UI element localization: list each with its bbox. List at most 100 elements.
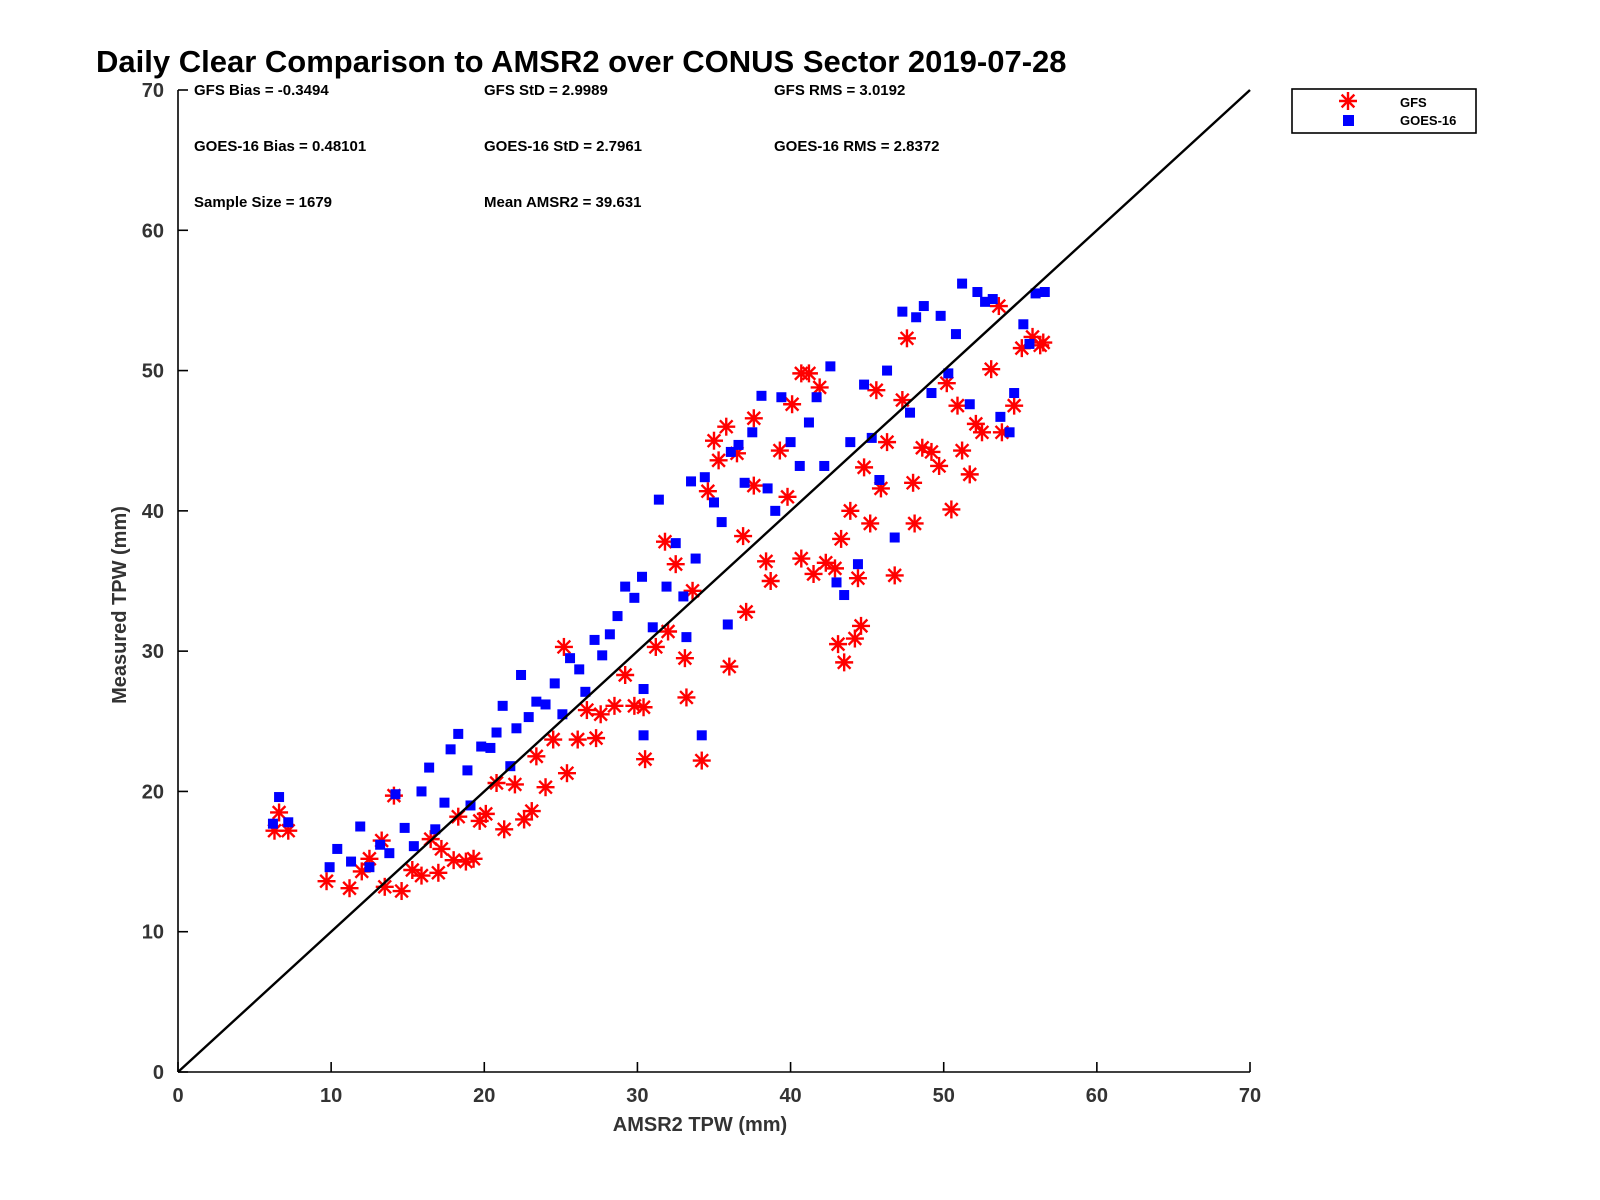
goes-16-point — [995, 411, 1006, 422]
gfs-point — [885, 566, 904, 585]
y-tick-label: 40 — [142, 501, 164, 523]
gfs-point — [1005, 396, 1024, 415]
gfs-point — [568, 730, 587, 749]
goes-16-point — [638, 730, 649, 741]
goes-16-point — [845, 437, 856, 448]
goes-16-point — [725, 446, 736, 457]
statistics-annotations: GFS Bias = -0.3494 GFS StD = 2.9989 GFS … — [194, 82, 940, 211]
stat-goes-std: GOES-16 StD = 2.7961 — [484, 138, 642, 155]
goes-16-point — [497, 700, 508, 711]
goes-16-point — [950, 329, 961, 340]
goes-16-point — [516, 669, 527, 680]
goes-16-point — [267, 818, 278, 829]
gfs-point — [340, 879, 359, 898]
gfs-point — [444, 851, 463, 870]
gfs-point — [878, 433, 897, 452]
gfs-point — [897, 329, 916, 348]
goes-16-point — [511, 723, 522, 734]
gfs-point — [861, 514, 880, 533]
goes-16-point — [756, 390, 767, 401]
chart-title: Daily Clear Comparison to AMSR2 over CON… — [96, 44, 1067, 79]
goes-16-point — [874, 474, 885, 485]
gfs-point — [666, 555, 685, 574]
legend-gfs-asterisk — [1339, 92, 1357, 110]
goes-16-point — [825, 361, 836, 372]
x-tick-label: 40 — [779, 1085, 801, 1107]
gfs-point — [953, 441, 972, 460]
gfs-point — [855, 458, 874, 477]
gfs-point — [816, 553, 835, 572]
gfs-point — [841, 501, 860, 520]
gfs-point — [432, 839, 451, 858]
gfs-point — [705, 431, 723, 450]
goes-16-point — [696, 730, 707, 741]
gfs-point — [832, 529, 851, 548]
gfs-point — [536, 778, 555, 797]
goes-16-point — [747, 427, 758, 438]
gfs-point — [792, 549, 811, 568]
gfs-point — [942, 500, 961, 519]
goes-16-point — [839, 590, 850, 601]
gfs-point — [778, 487, 797, 506]
y-tick-label: 0 — [153, 1062, 164, 1084]
goes-16-point — [739, 477, 750, 488]
gfs-point — [495, 820, 514, 839]
gfs-point — [605, 696, 624, 715]
y-tick-label: 20 — [142, 781, 164, 803]
gfs-point — [783, 395, 802, 414]
goes-16-point — [943, 368, 954, 379]
goes-16-point — [462, 765, 473, 776]
gfs-point — [948, 396, 967, 415]
goes-16-point — [453, 728, 464, 739]
goes-16-point — [733, 439, 744, 450]
goes-16-point — [540, 699, 551, 710]
goes-16-point — [889, 532, 900, 543]
gfs-point — [761, 572, 780, 590]
gfs-point — [848, 569, 867, 588]
x-tick-label: 60 — [1086, 1085, 1108, 1107]
goes-16-point — [911, 312, 922, 323]
goes-16-point — [686, 476, 697, 487]
gfs-point — [412, 866, 431, 885]
gfs-point — [557, 764, 576, 783]
goes-16-point — [852, 559, 863, 570]
stat-gfs-std: GFS StD = 2.9989 — [484, 82, 608, 99]
goes-16-point — [722, 619, 733, 630]
goes-16-point — [424, 762, 435, 773]
gfs-point — [587, 729, 606, 748]
goes-16-point — [882, 365, 893, 376]
gfs-point — [464, 849, 483, 868]
goes-16-point — [1024, 338, 1035, 349]
gfs-point — [734, 527, 753, 546]
gfs-point — [717, 417, 736, 436]
gfs-point — [677, 688, 696, 707]
gfs-point — [930, 456, 949, 475]
gfs-point — [799, 364, 818, 383]
y-tick-label: 30 — [142, 641, 164, 663]
gfs-point — [744, 409, 763, 428]
goes-16-point — [819, 460, 830, 471]
goes-16-point — [964, 399, 975, 410]
gfs-point — [960, 465, 979, 484]
y-tick-label: 60 — [142, 220, 164, 242]
legend: GFS GOES-16 — [1291, 88, 1477, 134]
goes-16-point — [762, 483, 773, 494]
goes-16-point — [390, 789, 401, 800]
gfs-point — [634, 698, 653, 717]
goes-16-point — [620, 581, 631, 592]
gfs-point — [905, 514, 924, 533]
goes-16-point — [531, 696, 542, 707]
y-axis-ticks: 0 10 20 30 40 50 60 70 — [142, 80, 188, 1084]
goes-16-point — [647, 622, 658, 633]
gfs-point — [636, 750, 655, 769]
goes-16-point — [597, 650, 608, 661]
gfs-point — [720, 657, 739, 676]
goes-16-point — [709, 497, 719, 508]
goes-16-point — [980, 296, 991, 307]
goes-16-point — [803, 417, 814, 428]
goes-16-point — [926, 388, 937, 399]
gfs-point — [709, 451, 728, 470]
legend-gfs-marker — [1339, 92, 1357, 110]
gfs-point — [505, 775, 524, 794]
